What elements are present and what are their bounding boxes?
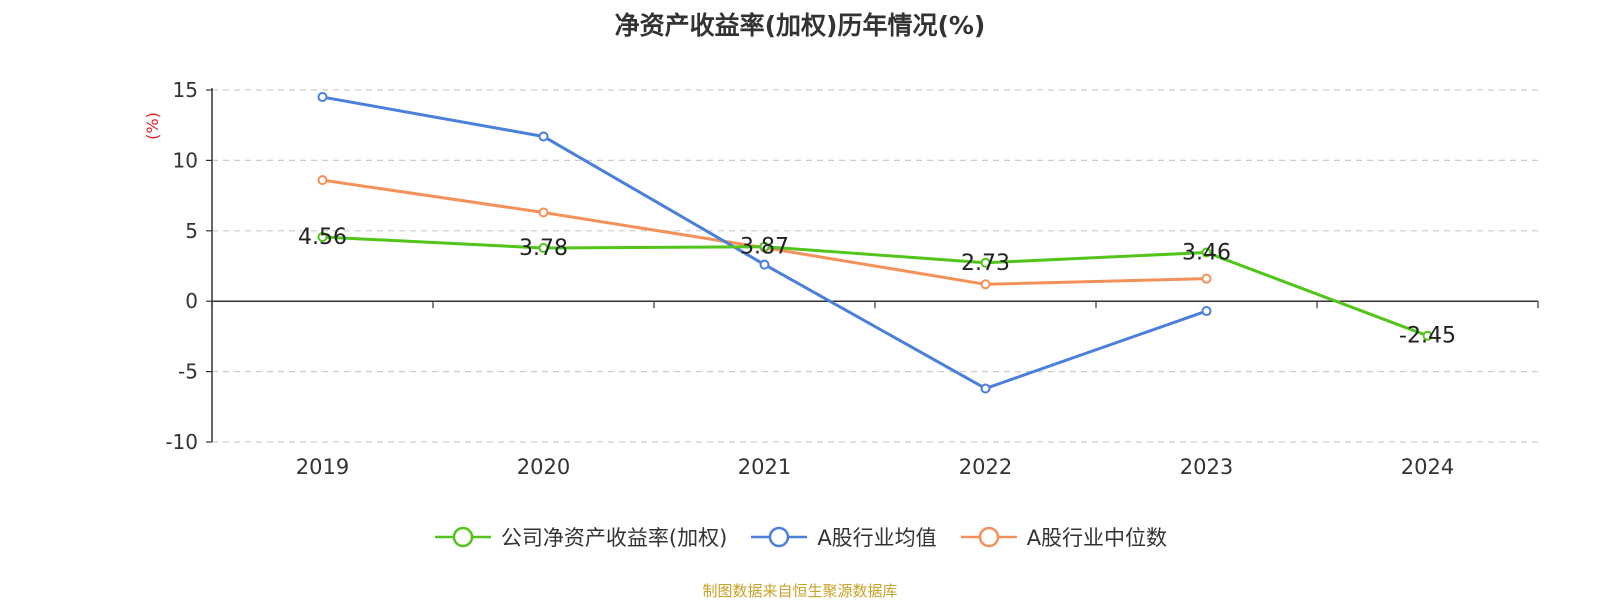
x-tick-label: 2022 bbox=[959, 455, 1012, 479]
data-point[interactable] bbox=[317, 92, 328, 103]
data-point[interactable] bbox=[538, 131, 549, 142]
y-axis-label: (%) bbox=[143, 112, 162, 140]
data-label: 3.46 bbox=[1182, 240, 1231, 265]
x-tick-label: 2020 bbox=[517, 455, 570, 479]
data-point[interactable] bbox=[980, 257, 991, 268]
x-tick-label: 2023 bbox=[1180, 455, 1233, 479]
data-point[interactable] bbox=[1201, 306, 1212, 317]
y-tick-label: -10 bbox=[165, 430, 198, 454]
data-point[interactable] bbox=[538, 207, 549, 218]
grid-lines bbox=[212, 89, 1538, 443]
legend-label: 公司净资产收益率(加权) bbox=[500, 526, 728, 550]
legend-item-company-roe[interactable]: 公司净资产收益率(加权) bbox=[433, 522, 727, 552]
y-tick-label: 5 bbox=[185, 219, 198, 243]
source-note: 制图数据来自恒生聚源数据库 bbox=[702, 582, 898, 600]
series-line bbox=[322, 235, 1429, 338]
y-tick-label: 15 bbox=[173, 78, 198, 102]
legend-line-circle-icon bbox=[751, 526, 808, 548]
x-tick-label: 2021 bbox=[738, 455, 791, 479]
legend-label: A股行业均值 bbox=[817, 526, 937, 550]
chart-title: 净资产收益率(加权)历年情况(%) bbox=[614, 11, 986, 40]
data-point[interactable] bbox=[1422, 330, 1433, 341]
x-tick-label: 2024 bbox=[1401, 455, 1454, 479]
data-label: 3.78 bbox=[519, 236, 568, 261]
data-label: 2.73 bbox=[961, 251, 1010, 276]
data-point[interactable] bbox=[1201, 247, 1212, 258]
series-lines bbox=[317, 92, 1433, 394]
legend-item-industry-mean[interactable]: A股行业均值 bbox=[749, 522, 937, 552]
data-point[interactable] bbox=[1201, 273, 1212, 284]
legend-line-circle-icon bbox=[960, 526, 1017, 548]
y-tick-label: -5 bbox=[178, 360, 198, 384]
data-label: -2.45 bbox=[1399, 324, 1456, 349]
legend-line-circle-icon bbox=[434, 526, 491, 548]
data-point[interactable] bbox=[317, 231, 328, 242]
data-point[interactable] bbox=[980, 383, 991, 394]
data-point[interactable] bbox=[538, 242, 549, 253]
data-point[interactable] bbox=[759, 259, 770, 270]
legend-label: A股行业中位数 bbox=[1026, 526, 1168, 550]
data-point[interactable] bbox=[759, 241, 770, 252]
data-labels: 4.56 3.78 3.87 2.73 3.46 -2.45 bbox=[298, 225, 1456, 349]
axes: 15 10 5 0 -5 -10 2019 2020 2021 2022 2023 2024 bbox=[165, 78, 1539, 479]
legend: 公司净资产收益率(加权) A股行业均值 A股行业中位数 bbox=[0, 522, 1600, 552]
y-tick-label: 10 bbox=[173, 148, 198, 172]
data-label: 4.56 bbox=[298, 225, 347, 250]
y-tick-label: 0 bbox=[185, 289, 198, 313]
data-point[interactable] bbox=[980, 279, 991, 290]
x-tick-label: 2019 bbox=[296, 455, 349, 479]
legend-item-industry-median[interactable]: A股行业中位数 bbox=[959, 522, 1167, 552]
data-label: 3.87 bbox=[740, 235, 789, 260]
data-point[interactable] bbox=[317, 175, 328, 186]
